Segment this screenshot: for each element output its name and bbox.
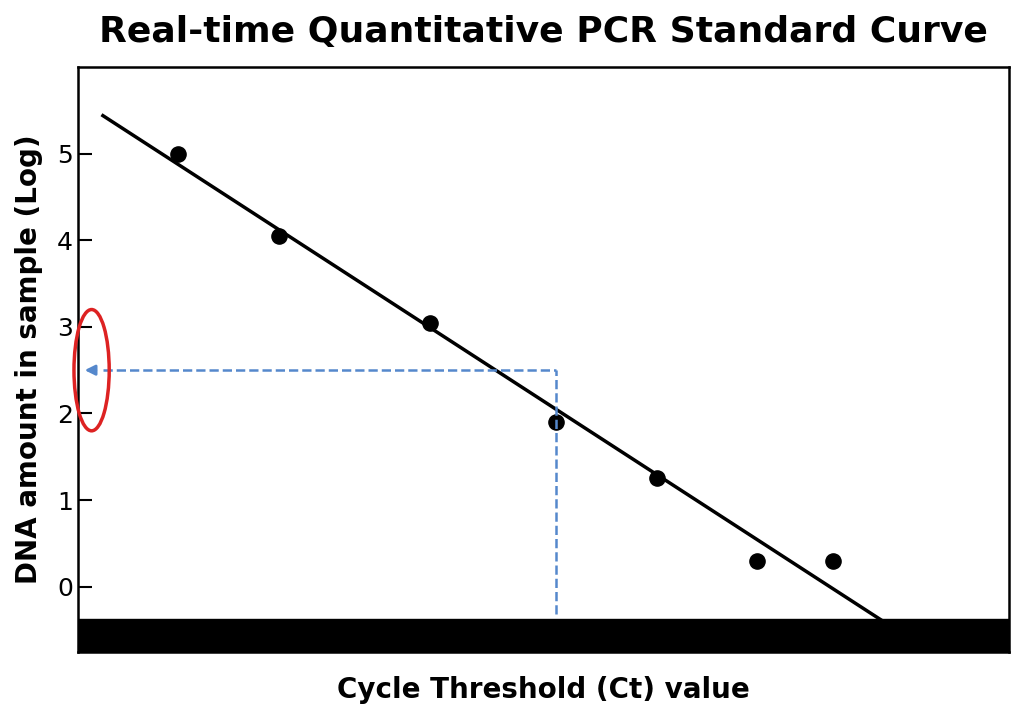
Bar — [78, 619, 1009, 651]
Point — [548, 416, 564, 428]
Point — [824, 555, 841, 567]
X-axis label: Cycle Threshold (Ct) value: Cycle Threshold (Ct) value — [337, 676, 750, 704]
Point — [648, 472, 665, 484]
Point — [271, 230, 288, 242]
Y-axis label: DNA amount in sample (Log): DNA amount in sample (Log) — [15, 134, 43, 584]
Title: Real-time Quantitative PCR Standard Curve: Real-time Quantitative PCR Standard Curv… — [99, 15, 988, 49]
Point — [170, 148, 186, 160]
Point — [422, 317, 438, 329]
Point — [750, 555, 766, 567]
